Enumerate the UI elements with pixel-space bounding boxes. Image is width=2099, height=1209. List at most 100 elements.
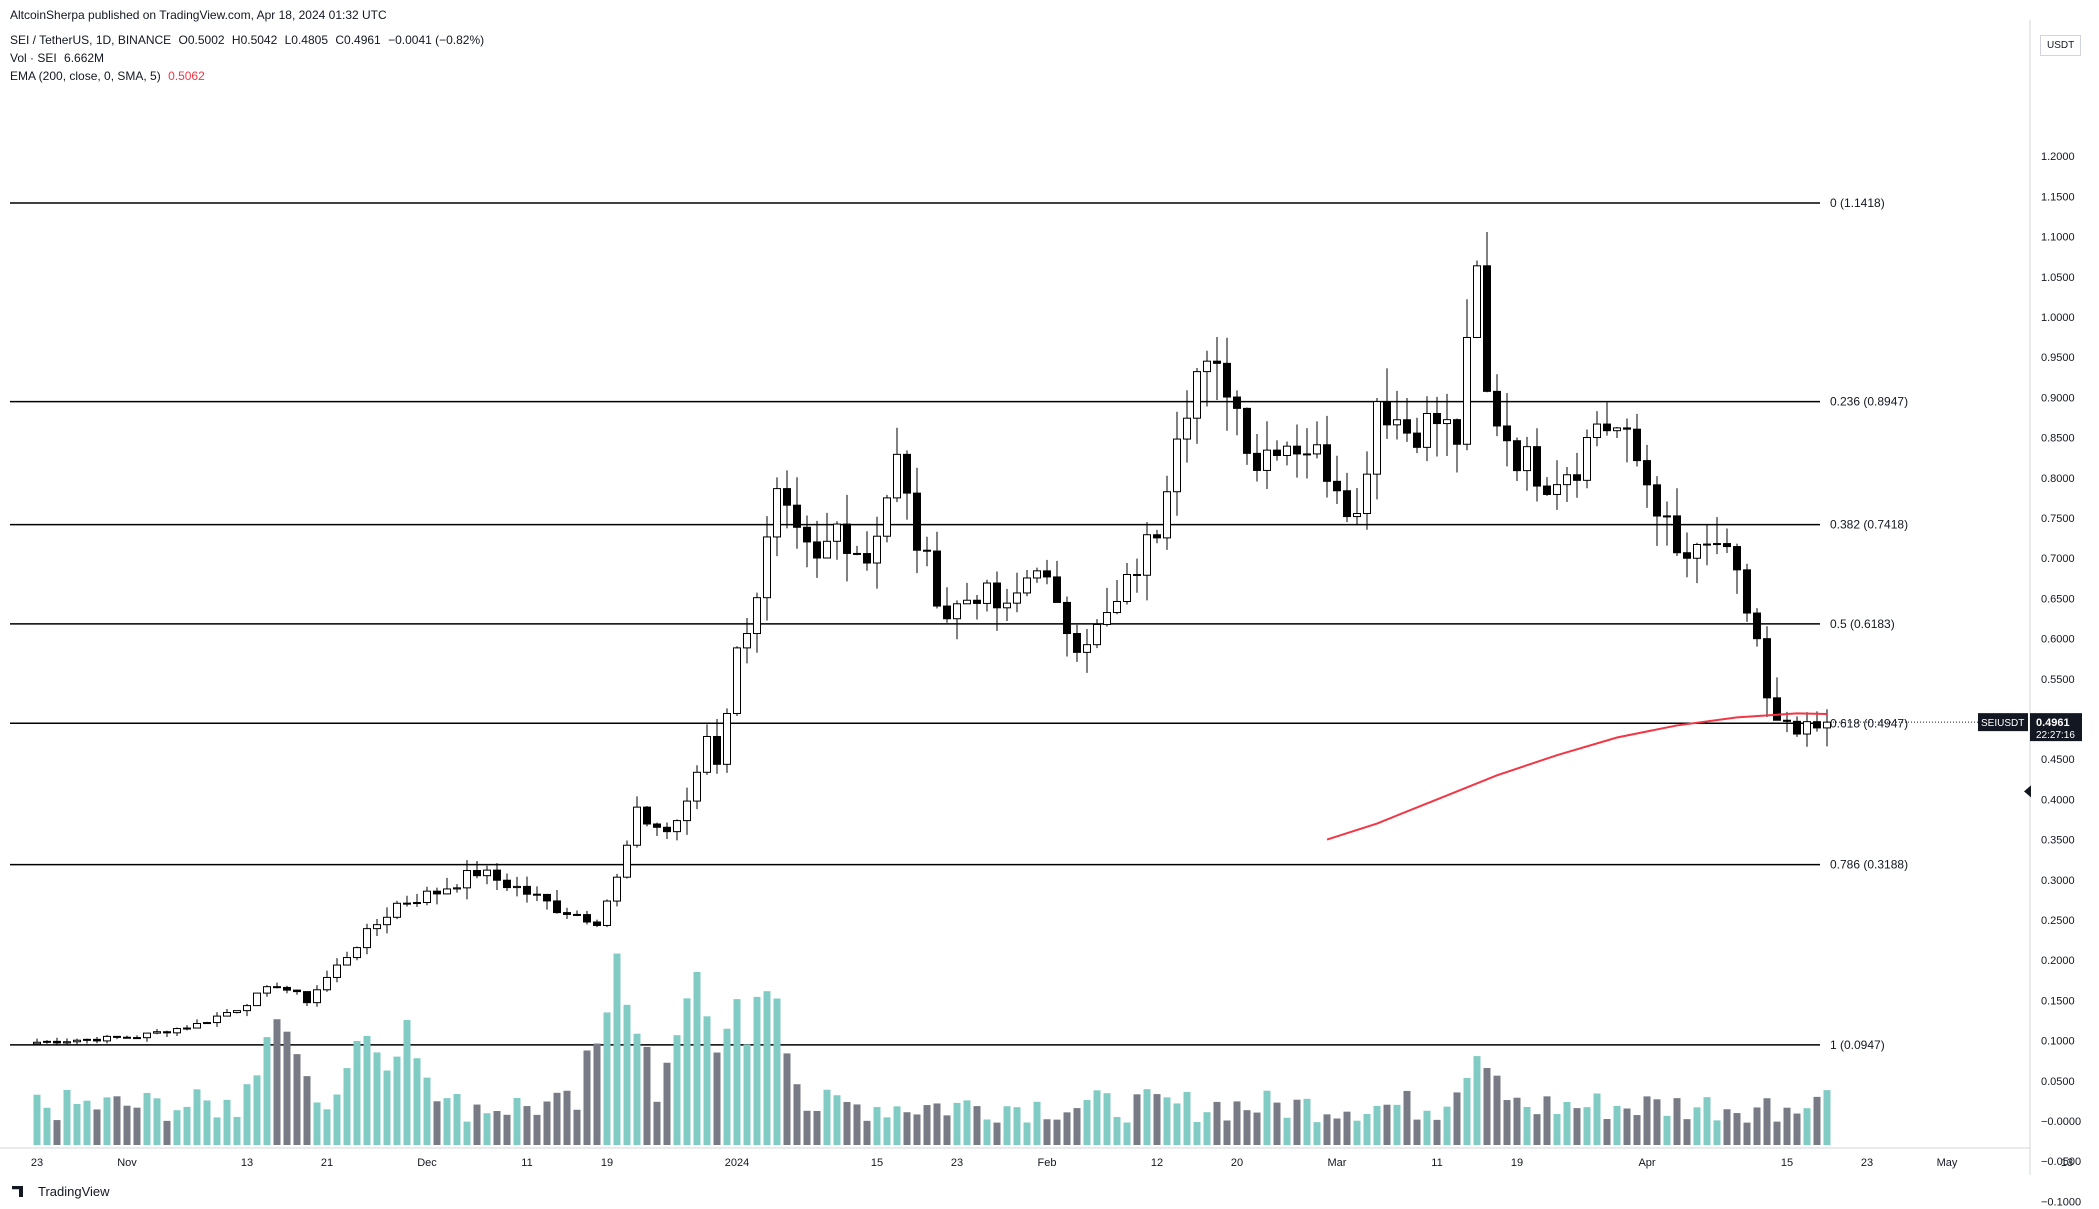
candle[interactable] <box>103 1035 111 1042</box>
volume-bar[interactable] <box>903 1112 911 1145</box>
candle[interactable] <box>1383 401 1391 426</box>
volume-bar[interactable] <box>1593 1093 1601 1145</box>
volume-bar[interactable] <box>1393 1104 1401 1145</box>
volume-bar[interactable] <box>1693 1107 1701 1145</box>
volume-bar[interactable] <box>1413 1119 1421 1145</box>
candle[interactable] <box>1143 534 1151 576</box>
volume-bar[interactable] <box>133 1107 141 1145</box>
candle[interactable] <box>713 735 721 765</box>
candle[interactable] <box>1783 719 1791 722</box>
volume-bar[interactable] <box>873 1107 881 1145</box>
volume-bar[interactable] <box>923 1105 931 1145</box>
volume-bar[interactable] <box>1573 1108 1581 1145</box>
volume-bar[interactable] <box>1513 1097 1521 1145</box>
candle[interactable] <box>1453 419 1461 445</box>
volume-bar[interactable] <box>1743 1122 1751 1145</box>
volume-bar[interactable] <box>913 1114 921 1145</box>
candle[interactable] <box>1533 446 1541 487</box>
candle[interactable] <box>1573 474 1581 481</box>
candle[interactable] <box>1673 515 1681 554</box>
candle[interactable] <box>213 1015 221 1024</box>
candle[interactable] <box>1183 417 1191 440</box>
volume-bar[interactable] <box>1583 1107 1591 1145</box>
candle[interactable] <box>1343 490 1351 518</box>
candle[interactable] <box>543 893 551 902</box>
candle[interactable] <box>693 771 701 802</box>
volume-bar[interactable] <box>1463 1077 1471 1145</box>
volume-bar[interactable] <box>553 1092 561 1145</box>
candle[interactable] <box>973 599 981 604</box>
currency-label[interactable]: USDT <box>2040 35 2082 56</box>
volume-bar[interactable] <box>1183 1091 1191 1145</box>
volume-bar[interactable] <box>1243 1110 1251 1145</box>
candle[interactable] <box>603 900 611 926</box>
candle[interactable] <box>1563 474 1571 486</box>
candle[interactable] <box>763 536 771 599</box>
volume-bar[interactable] <box>593 1043 601 1145</box>
candle[interactable] <box>533 893 541 896</box>
volume-bar[interactable] <box>1723 1109 1731 1145</box>
volume-bar[interactable] <box>1263 1090 1271 1145</box>
volume-bar[interactable] <box>1683 1119 1691 1145</box>
volume-bar[interactable] <box>843 1101 851 1145</box>
volume-bar[interactable] <box>933 1103 941 1145</box>
volume-bar[interactable] <box>1213 1101 1221 1145</box>
candle[interactable] <box>303 991 311 1004</box>
candle[interactable] <box>1253 452 1261 471</box>
volume-bar[interactable] <box>423 1077 431 1145</box>
volume-bar[interactable] <box>333 1094 341 1145</box>
volume-bar[interactable] <box>523 1106 531 1145</box>
candle[interactable] <box>133 1037 141 1040</box>
candle[interactable] <box>1623 427 1631 430</box>
volume-bar[interactable] <box>1543 1096 1551 1145</box>
volume-bar[interactable] <box>633 1033 641 1145</box>
candle[interactable] <box>1333 480 1341 492</box>
candle[interactable] <box>1743 569 1751 614</box>
volume-bar[interactable] <box>453 1094 461 1145</box>
candle[interactable] <box>1323 444 1331 482</box>
volume-bar[interactable] <box>753 996 761 1145</box>
candle[interactable] <box>1473 265 1481 338</box>
volume-bar[interactable] <box>823 1089 831 1145</box>
candle[interactable] <box>613 876 621 902</box>
candle[interactable] <box>1393 419 1401 426</box>
candle[interactable] <box>1373 401 1381 475</box>
candle[interactable] <box>423 890 431 904</box>
candle[interactable] <box>73 1039 81 1043</box>
candle[interactable] <box>1093 623 1101 646</box>
candle[interactable] <box>243 1005 251 1012</box>
candle[interactable] <box>1633 428 1641 462</box>
volume-bar[interactable] <box>1353 1120 1361 1145</box>
volume-bar[interactable] <box>263 1037 271 1145</box>
volume-bar[interactable] <box>1423 1110 1431 1145</box>
candle[interactable] <box>1293 445 1301 455</box>
volume-bar[interactable] <box>1603 1119 1611 1145</box>
volume-bar[interactable] <box>793 1084 801 1145</box>
volume-bar[interactable] <box>683 998 691 1145</box>
candle[interactable] <box>203 1022 211 1025</box>
volume-bar[interactable] <box>1613 1105 1621 1145</box>
volume-bar[interactable] <box>273 1019 281 1145</box>
candle[interactable] <box>393 902 401 918</box>
candle[interactable] <box>1153 534 1161 539</box>
volume-bar[interactable] <box>1643 1096 1651 1145</box>
volume-bar[interactable] <box>123 1105 131 1145</box>
candle[interactable] <box>413 902 421 905</box>
volume-bar[interactable] <box>1113 1116 1121 1145</box>
candle[interactable] <box>1493 390 1501 427</box>
volume-bar[interactable] <box>1293 1099 1301 1145</box>
volume-bar[interactable] <box>1033 1101 1041 1145</box>
volume-bar[interactable] <box>393 1056 401 1145</box>
volume-bar[interactable] <box>363 1035 371 1145</box>
volume-bar[interactable] <box>1483 1068 1491 1145</box>
candle[interactable] <box>263 986 271 994</box>
volume-bar[interactable] <box>893 1106 901 1145</box>
ema-legend[interactable]: EMA (200, close, 0, SMA, 5) 0.5062 <box>10 69 209 83</box>
candle[interactable] <box>1353 513 1361 518</box>
volume-bar[interactable] <box>473 1104 481 1145</box>
volume-bar[interactable] <box>533 1114 541 1145</box>
volume-bar[interactable] <box>313 1102 321 1145</box>
candle[interactable] <box>403 902 411 905</box>
volume-bar[interactable] <box>833 1095 841 1145</box>
